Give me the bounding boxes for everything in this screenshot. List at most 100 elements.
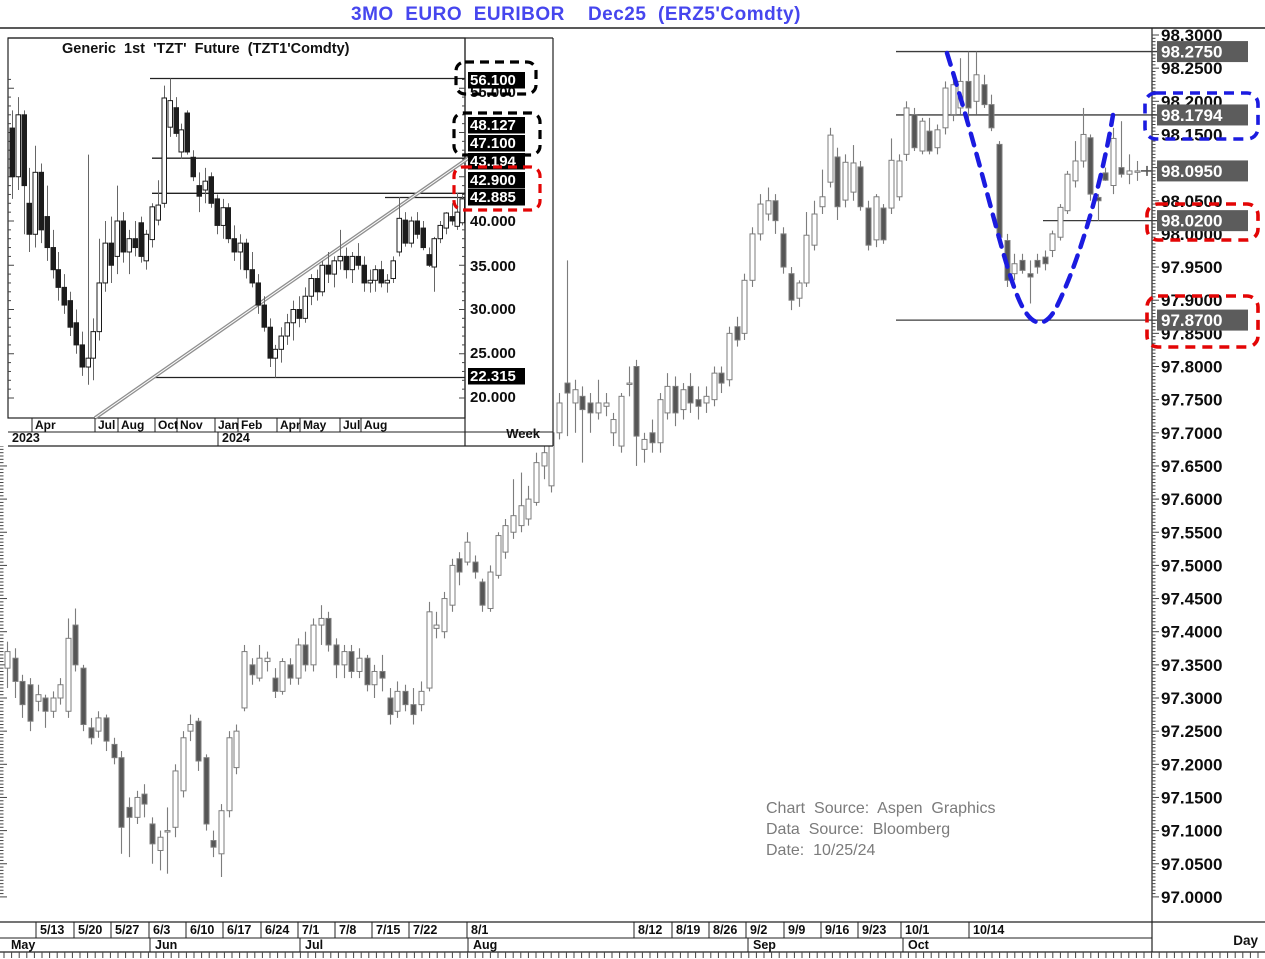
svg-text:97.6000: 97.6000 (1161, 490, 1222, 509)
main-candles (4, 51, 1141, 878)
main-frame (0, 27, 1265, 953)
date-note: Date: 10/25/24 (766, 842, 876, 859)
month-band: May Jun Jul Aug Sep Oct (11, 938, 930, 952)
svg-text:97.8000: 97.8000 (1161, 358, 1222, 377)
inset-callout-box (452, 165, 542, 212)
svg-text:Apr: Apr (35, 418, 56, 432)
svg-text:Aug: Aug (121, 418, 144, 432)
svg-text:97.6500: 97.6500 (1161, 457, 1222, 476)
svg-text:98.1794: 98.1794 (1161, 106, 1223, 125)
svg-text:42.885: 42.885 (470, 189, 516, 206)
svg-text:97.3500: 97.3500 (1161, 656, 1222, 675)
svg-text:42.900: 42.900 (470, 172, 516, 189)
svg-text:48.127: 48.127 (470, 117, 516, 134)
page-title: 3MO EURO EURIBOR Dec25 (ERZ5'Comdty) (351, 4, 801, 25)
svg-text:Aug: Aug (364, 418, 387, 432)
svg-text:97.8700: 97.8700 (1161, 311, 1222, 330)
svg-text:Aug: Aug (473, 938, 497, 952)
svg-text:22.315: 22.315 (470, 368, 516, 385)
svg-text:97.0000: 97.0000 (1161, 888, 1222, 907)
svg-text:7/1: 7/1 (302, 923, 319, 937)
svg-text:Jan: Jan (218, 418, 239, 432)
inset-chart-title: Generic 1st 'TZT' Future (TZT1'Comdty) (62, 41, 350, 57)
svg-text:May: May (11, 938, 35, 952)
svg-text:97.7500: 97.7500 (1161, 391, 1222, 410)
price-axis-labels: 98.300098.250098.200098.150098.050098.00… (1157, 26, 1248, 907)
svg-text:5/27: 5/27 (115, 923, 139, 937)
date-tick-band: 5/13 5/20 5/27 6/3 6/10 6/17 6/24 7/1 7/8 7/15 7/2… (35, 922, 1004, 938)
svg-text:97.9000: 97.9000 (1161, 291, 1222, 310)
svg-text:6/17: 6/17 (227, 923, 251, 937)
svg-text:7/22: 7/22 (413, 923, 437, 937)
svg-text:9/16: 9/16 (825, 923, 849, 937)
svg-text:May: May (303, 418, 327, 432)
svg-text:Oct: Oct (908, 938, 930, 952)
svg-text:9/2: 9/2 (750, 923, 767, 937)
axis-callout-boxes (1143, 91, 1260, 349)
svg-text:97.4000: 97.4000 (1161, 623, 1222, 642)
svg-text:9/23: 9/23 (862, 923, 886, 937)
svg-text:98.0200: 98.0200 (1161, 212, 1222, 231)
svg-text:97.1500: 97.1500 (1161, 788, 1222, 807)
svg-text:Jul: Jul (305, 938, 323, 952)
inset-chart: Apr Jul Aug Oct Nov Jan Feb Apr May Jul Aug55.0004… (0, 29, 554, 447)
svg-text:Feb: Feb (241, 418, 262, 432)
svg-text:56.100: 56.100 (470, 72, 516, 89)
svg-text:Apr: Apr (280, 418, 301, 432)
support-resistance-lines (896, 50, 1158, 321)
svg-text:8/26: 8/26 (713, 923, 737, 937)
svg-text:Jul: Jul (343, 418, 360, 432)
svg-text:6/24: 6/24 (265, 923, 289, 937)
svg-text:97.2000: 97.2000 (1161, 755, 1222, 774)
inset-year-2023: 2023 (12, 431, 40, 445)
svg-text:97.3000: 97.3000 (1161, 689, 1222, 708)
svg-text:98.0950: 98.0950 (1161, 162, 1222, 181)
data-source-note: Data Source: Bloomberg (766, 821, 951, 838)
bottom-ruler-ticks (3, 952, 1259, 958)
svg-text:97.9500: 97.9500 (1161, 258, 1222, 277)
svg-text:8/1: 8/1 (471, 923, 488, 937)
svg-text:25.000: 25.000 (470, 345, 516, 362)
cup-annotation-curve (944, 50, 1116, 325)
svg-text:6/10: 6/10 (190, 923, 214, 937)
svg-text:6/3: 6/3 (153, 923, 170, 937)
svg-text:97.1000: 97.1000 (1161, 822, 1222, 841)
svg-text:20.000: 20.000 (470, 389, 516, 406)
svg-text:Oct: Oct (158, 418, 178, 432)
svg-text:10/1: 10/1 (905, 923, 929, 937)
svg-text:98.1500: 98.1500 (1161, 125, 1222, 144)
svg-text:8/19: 8/19 (676, 923, 700, 937)
svg-text:30.000: 30.000 (470, 301, 516, 318)
svg-text:97.2500: 97.2500 (1161, 722, 1222, 741)
svg-text:98.2750: 98.2750 (1161, 43, 1222, 62)
inset-year-2024: 2024 (222, 431, 250, 445)
svg-text:98.2500: 98.2500 (1161, 59, 1222, 78)
chart-source-note: Chart Source: Aspen Graphics (766, 800, 996, 817)
svg-text:5/13: 5/13 (40, 923, 64, 937)
svg-text:Jul: Jul (98, 418, 115, 432)
inset-callout-box (454, 60, 538, 96)
svg-text:97.4500: 97.4500 (1161, 590, 1222, 609)
svg-text:97.7000: 97.7000 (1161, 424, 1222, 443)
x-axis-unit-day: Day (1233, 933, 1258, 948)
svg-text:7/15: 7/15 (376, 923, 400, 937)
svg-text:10/14: 10/14 (973, 923, 1004, 937)
inset-x-axis-unit-week: Week (506, 426, 540, 441)
svg-text:97.0500: 97.0500 (1161, 855, 1222, 874)
last-price-marker (1141, 165, 1153, 176)
inset-callout-box (452, 111, 542, 157)
svg-text:98.0500: 98.0500 (1161, 192, 1222, 211)
svg-text:9/9: 9/9 (788, 923, 805, 937)
svg-text:Sep: Sep (753, 938, 776, 952)
svg-text:Jun: Jun (155, 938, 177, 952)
svg-text:40.000: 40.000 (470, 213, 516, 230)
svg-text:98.3000: 98.3000 (1161, 26, 1222, 45)
svg-text:47.100: 47.100 (470, 135, 516, 152)
svg-text:7/8: 7/8 (339, 923, 356, 937)
svg-text:97.5500: 97.5500 (1161, 523, 1222, 542)
svg-text:97.5000: 97.5000 (1161, 556, 1222, 575)
svg-text:5/20: 5/20 (78, 923, 102, 937)
svg-text:35.000: 35.000 (470, 258, 516, 275)
